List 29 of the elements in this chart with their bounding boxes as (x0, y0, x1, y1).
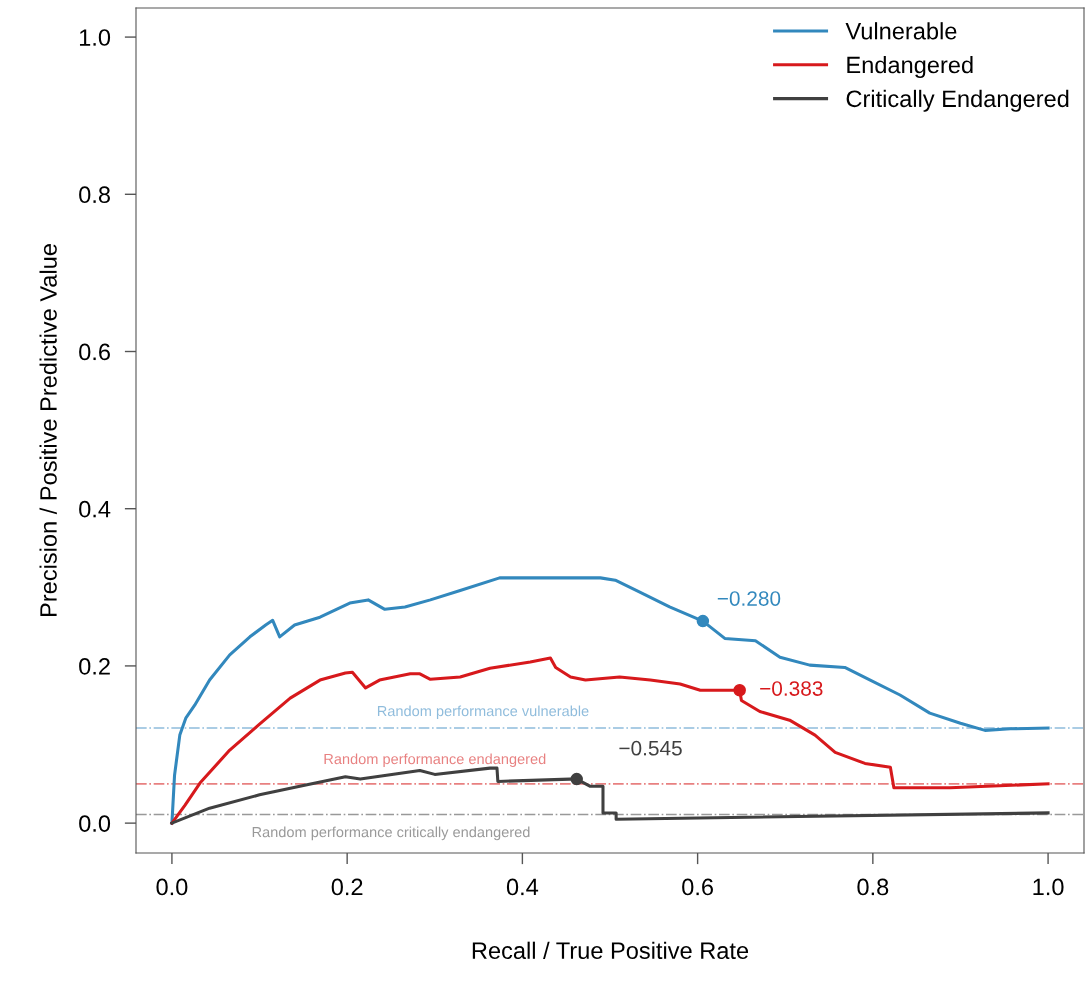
point (696, 614, 710, 628)
x-tick-label: 0.0 (156, 878, 188, 896)
y-tick-label: 0.4 (79, 500, 111, 518)
y-tick-label: 1.0 (79, 29, 111, 46)
legend-label: Endangered (847, 55, 973, 78)
x-tick-label: 0.8 (857, 878, 889, 896)
x-axis-title: Recall / True Positive Rate (472, 941, 749, 960)
point (570, 772, 583, 786)
annotation: −0.280 (717, 591, 781, 606)
x-tick-label: 0.6 (682, 878, 713, 896)
x-tick-label: 0.4 (506, 878, 539, 896)
annotation: −0.383 (760, 681, 823, 696)
legend-label: Vulnerable (845, 22, 957, 40)
ref-line-label: Random performance endangered (324, 753, 546, 768)
line-series (170, 656, 1050, 825)
legend-label: Critically Endangered (846, 89, 1069, 112)
y-tick-label: 0.2 (79, 657, 110, 675)
x-tick-label: 0.2 (331, 878, 363, 896)
y-axis-title: Precision / Positive Predictive Value (39, 244, 57, 616)
y-tick-label: 0.0 (79, 815, 111, 832)
annotation: −0.545 (619, 740, 682, 756)
y-tick-label: 0.6 (79, 343, 110, 361)
y-tick-label: 0.8 (79, 186, 110, 204)
ref-line-label: Random performance vulnerable (377, 705, 589, 720)
line-series (170, 576, 1050, 825)
line-series (170, 766, 1050, 825)
x-tick-label: 1.0 (1033, 878, 1064, 896)
ref-line-label: Random performance critically endangered (252, 826, 530, 841)
point (733, 684, 746, 697)
